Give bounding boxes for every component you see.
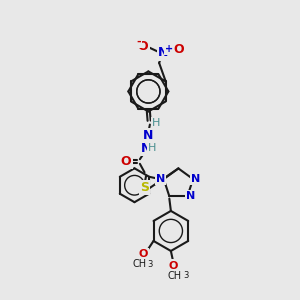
Text: +: + (165, 44, 173, 54)
Text: N: N (158, 46, 168, 59)
Text: H: H (148, 143, 156, 153)
Text: N: N (186, 191, 195, 201)
Text: N: N (191, 174, 201, 184)
Text: O: O (121, 155, 131, 168)
Text: O: O (169, 261, 178, 271)
Text: N: N (141, 142, 151, 155)
Text: CH: CH (168, 271, 182, 281)
Text: -: - (136, 36, 141, 46)
Text: N: N (142, 129, 153, 142)
Text: S: S (140, 181, 149, 194)
Text: CH: CH (133, 259, 147, 269)
Text: N: N (156, 174, 165, 184)
Text: H: H (152, 118, 160, 128)
Text: O: O (174, 44, 184, 56)
Text: O: O (138, 40, 148, 53)
Text: O: O (139, 249, 148, 259)
Text: 3: 3 (148, 260, 153, 268)
Text: 3: 3 (183, 271, 188, 280)
